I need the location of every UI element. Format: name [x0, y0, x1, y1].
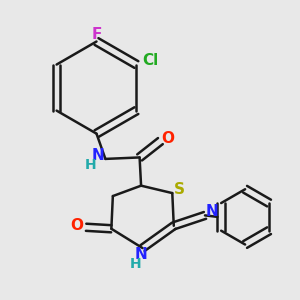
- Text: O: O: [161, 130, 174, 146]
- Text: S: S: [174, 182, 185, 197]
- Text: O: O: [71, 218, 84, 233]
- Text: N: N: [135, 247, 148, 262]
- Text: H: H: [85, 158, 96, 172]
- Text: N: N: [205, 204, 218, 219]
- Text: Cl: Cl: [142, 52, 159, 68]
- Text: H: H: [129, 256, 141, 271]
- Text: F: F: [91, 27, 102, 42]
- Text: N: N: [92, 148, 104, 164]
